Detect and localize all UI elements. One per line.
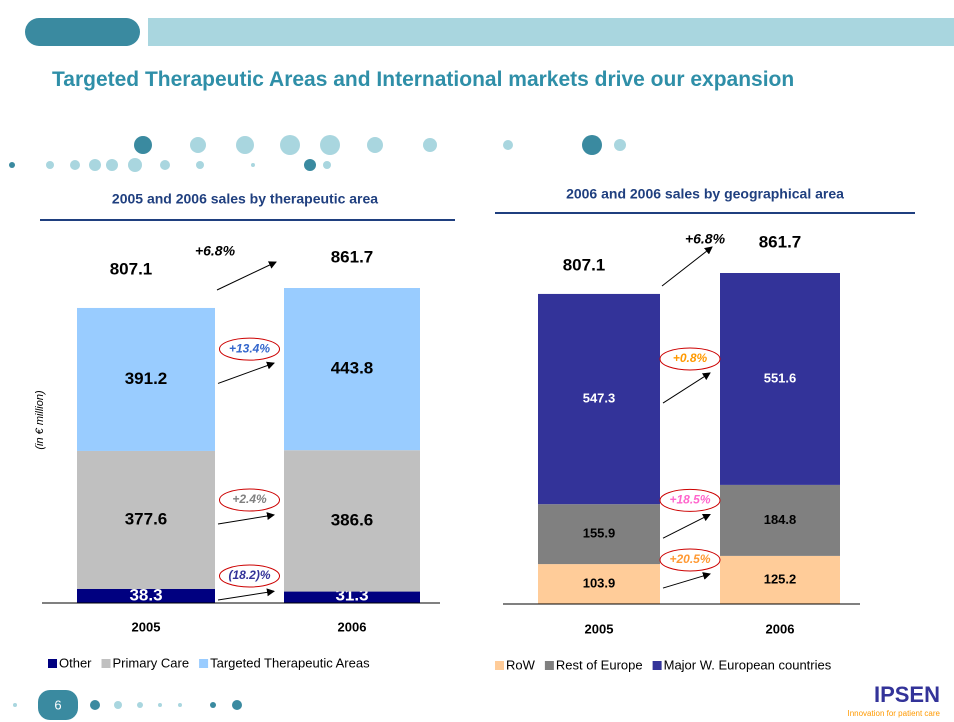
bar-segment	[720, 484, 840, 556]
growth-ellipse	[219, 337, 280, 361]
bar-segment	[284, 591, 420, 603]
growth-ellipse	[659, 488, 721, 512]
decor-dots	[9, 135, 626, 172]
header-bar	[148, 18, 954, 46]
value-label: 125.2	[764, 571, 797, 586]
total-label: 861.7	[331, 247, 374, 266]
x-tick-label: 2005	[585, 621, 614, 636]
growth-label: +18.5%	[669, 493, 710, 507]
legend-label: RoW	[506, 657, 536, 672]
growth-ellipse	[659, 347, 721, 371]
legend-swatch	[48, 659, 57, 668]
total-arrow	[661, 246, 713, 287]
value-label: 184.8	[764, 512, 797, 527]
bar-segment	[538, 504, 660, 565]
bar-segment	[284, 288, 420, 451]
total-arrow	[216, 261, 277, 291]
footer: 6 IPSEN Innovation for patient care	[13, 682, 941, 720]
x-tick-label: 2006	[766, 621, 795, 636]
value-label: 551.6	[764, 370, 797, 385]
legend-label: Primary Care	[113, 655, 190, 670]
legend-label: Rest of Europe	[556, 657, 643, 672]
total-growth: +6.8%	[195, 243, 236, 259]
growth-arrow	[662, 513, 711, 539]
legend-swatch	[652, 661, 662, 670]
growth-label: (18.2)%	[228, 568, 270, 582]
value-label: 386.6	[331, 510, 374, 529]
value-label: 155.9	[583, 526, 616, 541]
growth-ellipse	[219, 564, 280, 588]
total-label: 807.1	[563, 255, 606, 274]
bar-segment	[77, 307, 215, 451]
value-label: 547.3	[583, 391, 616, 406]
bar-segment	[720, 273, 840, 485]
header-pill	[25, 18, 140, 46]
slide-title-text: Targeted Therapeutic Areas and Internati…	[52, 68, 794, 91]
growth-arrow	[662, 572, 711, 589]
growth-arrow	[217, 512, 275, 525]
growth-arrow	[217, 588, 275, 601]
total-label: 861.7	[759, 232, 802, 251]
value-label: 443.8	[331, 359, 374, 378]
legend-label: Targeted Therapeutic Areas	[210, 655, 370, 670]
legend-swatch	[544, 661, 554, 670]
chart-title: 2006 and 2006 sales by geographical area	[566, 186, 844, 202]
bar-segment	[77, 450, 215, 589]
growth-label: +20.5%	[669, 552, 710, 566]
page-number: 6	[54, 697, 61, 712]
total-label: 807.1	[110, 259, 153, 278]
growth-label: +2.4%	[232, 492, 267, 506]
bar-segment	[538, 293, 660, 505]
x-tick-label: 2006	[338, 619, 367, 634]
x-tick-label: 2005	[132, 619, 161, 634]
growth-label: +13.4%	[229, 341, 270, 355]
value-label: 391.2	[125, 369, 168, 388]
y-axis-label: (in € million)	[34, 390, 46, 450]
growth-arrow	[217, 361, 275, 384]
growth-ellipse	[659, 548, 721, 572]
value-label: 103.9	[583, 575, 616, 590]
growth-ellipse	[219, 488, 280, 512]
legend-label: Other	[59, 655, 92, 670]
bar-segment	[77, 588, 215, 603]
logo-tagline: Innovation for patient care	[847, 709, 940, 718]
total-growth: +6.8%	[685, 231, 726, 247]
legend-swatch	[199, 659, 209, 668]
chart-title: 2005 and 2006 sales by therapeutic area	[112, 191, 378, 207]
slide-title: Targeted Therapeutic Areas and Internati…	[52, 68, 794, 91]
bar-segment	[538, 564, 660, 604]
legend-swatch	[101, 659, 111, 668]
growth-label: +0.8%	[673, 351, 708, 365]
value-label: 38.3	[129, 585, 162, 604]
growth-arrow	[662, 372, 711, 404]
logo-name: IPSEN	[874, 682, 940, 707]
value-label: 377.6	[125, 509, 168, 528]
legend-swatch	[495, 661, 504, 670]
bar-segment	[284, 450, 420, 592]
bar-segment	[720, 555, 840, 604]
legend-label: Major W. European countries	[664, 657, 832, 672]
